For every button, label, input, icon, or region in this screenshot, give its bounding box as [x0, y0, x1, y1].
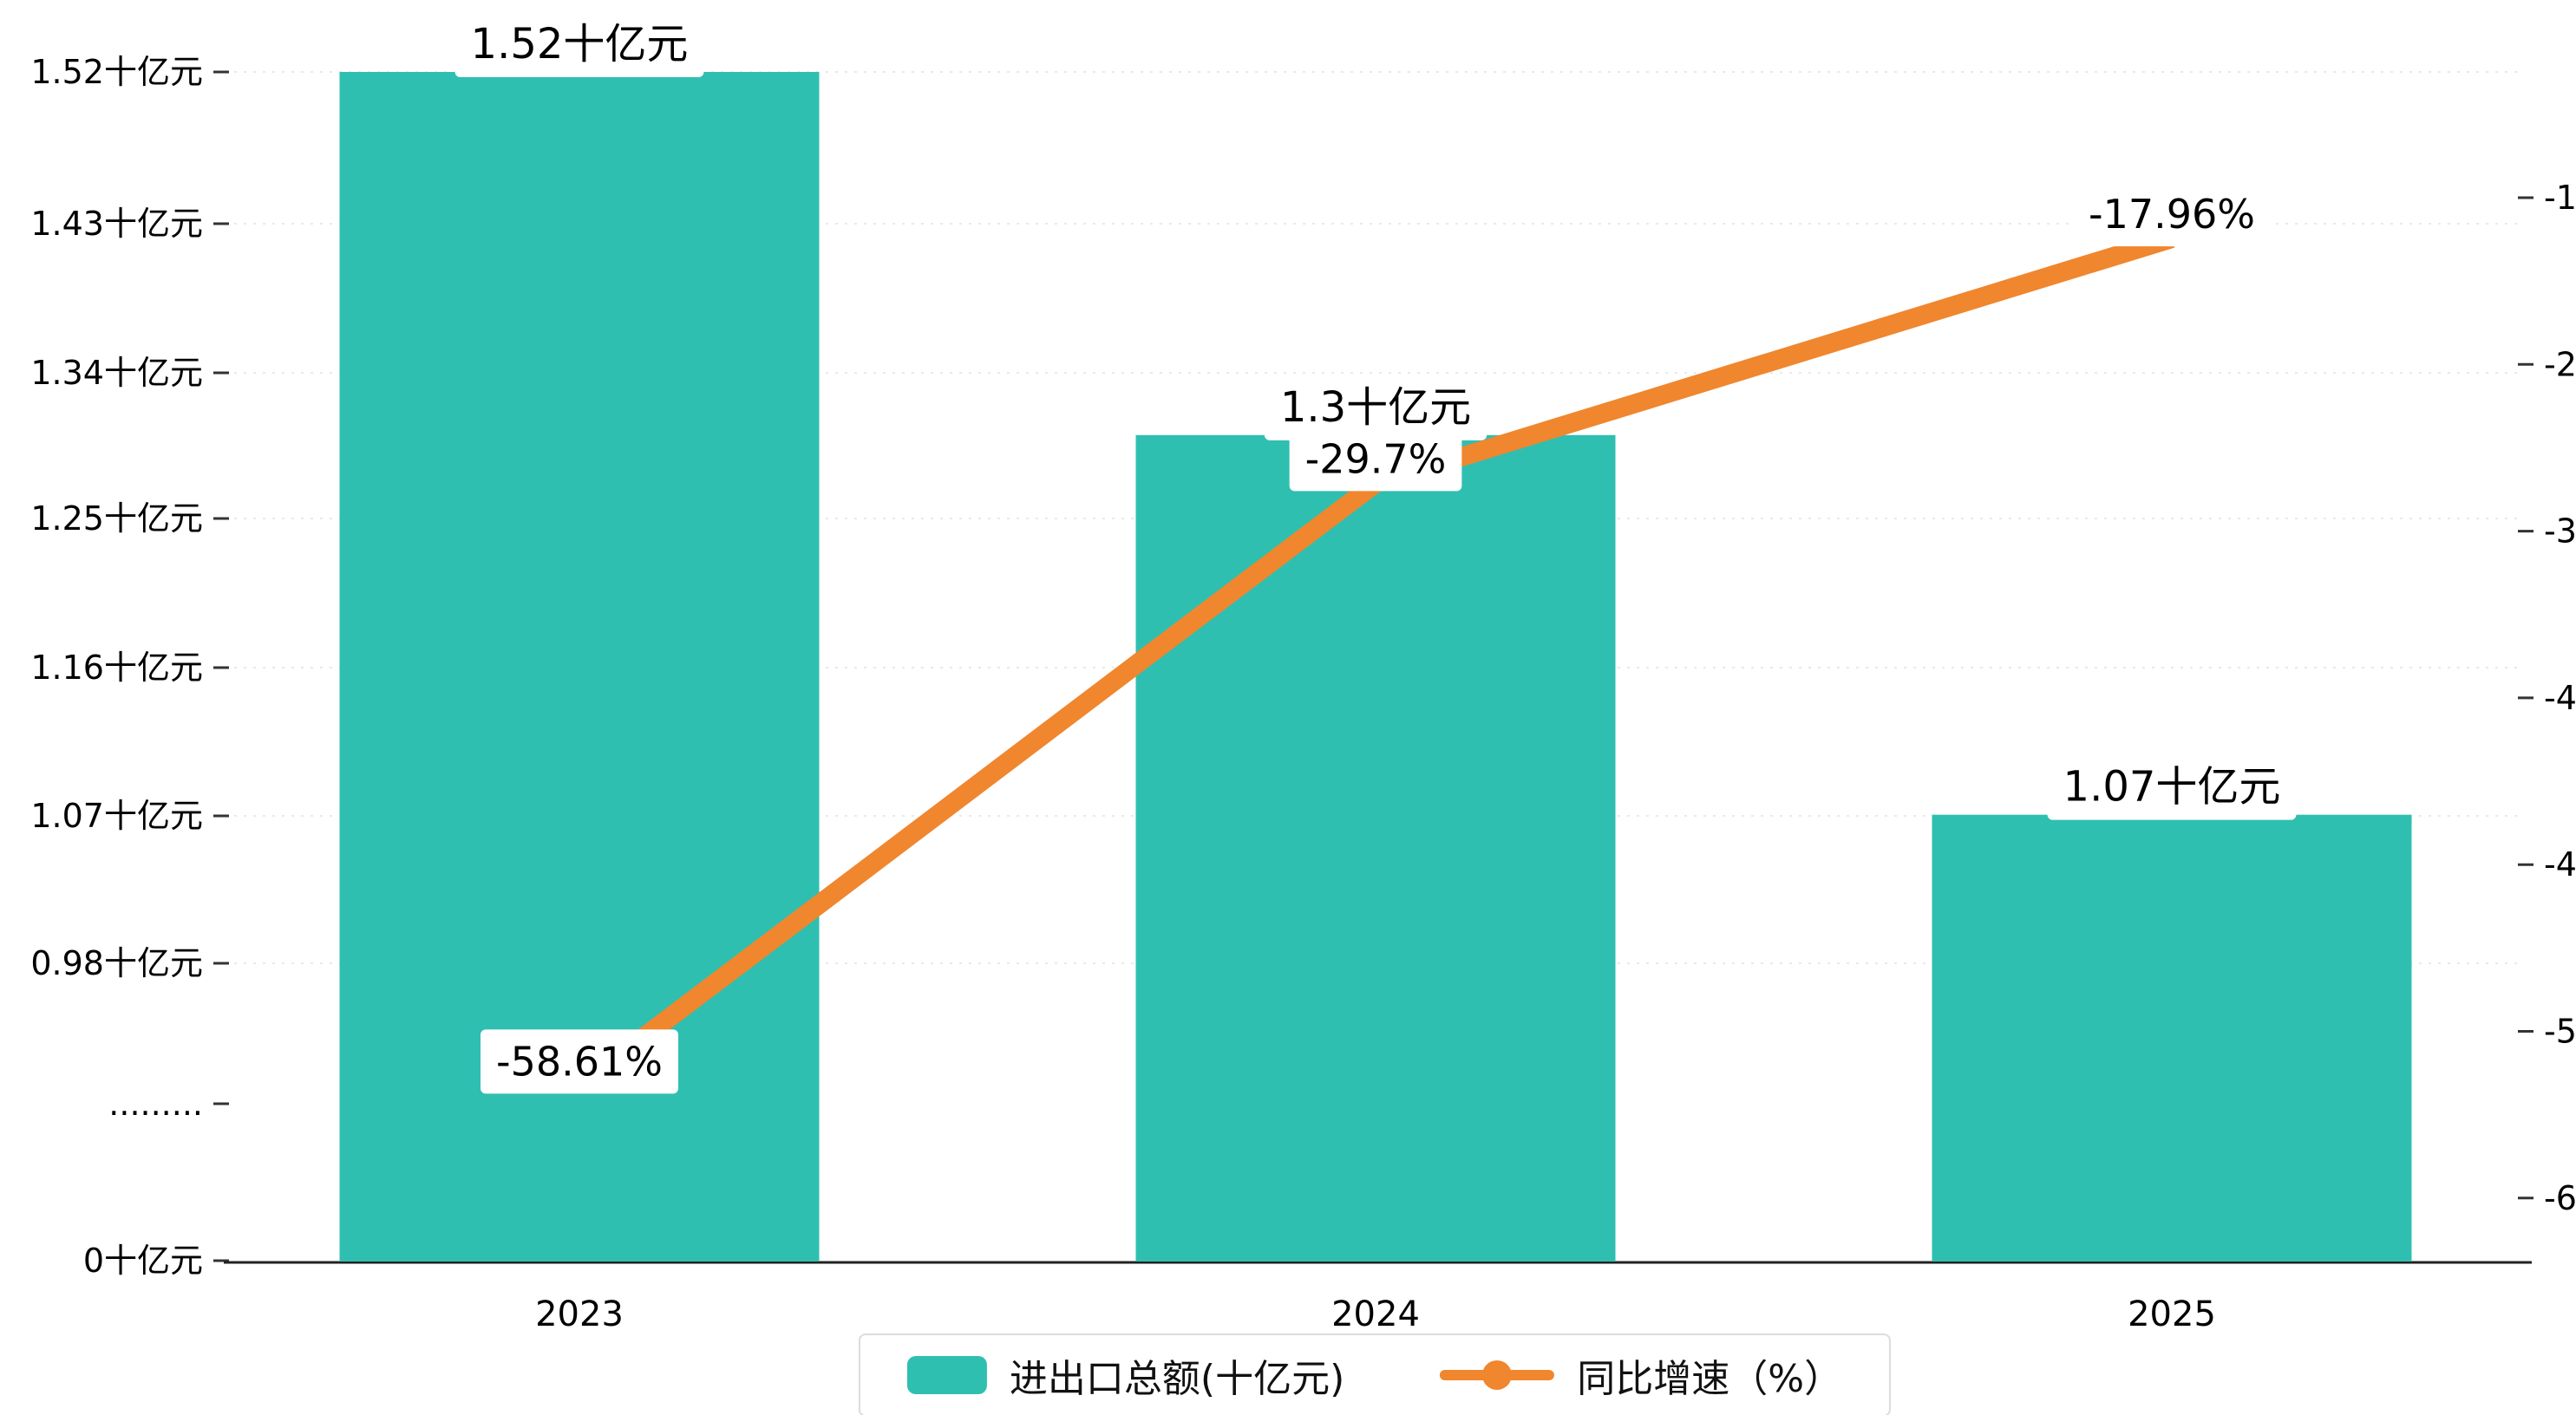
y-axis-label: 1.25十亿元 — [30, 499, 203, 538]
legend-item-line-series[interactable]: 同比增速（%） — [1440, 1347, 1842, 1403]
x-axis-label: 2023 — [535, 1294, 624, 1334]
legend: 进出口总额(十亿元) 同比增速（%） — [858, 1333, 1892, 1415]
legend-item-bar-series[interactable]: 进出口总额(十亿元) — [906, 1347, 1345, 1403]
line-value-label: -17.96% — [2089, 191, 2255, 238]
bar-value-label-bg — [2047, 753, 2297, 820]
bar-value-label-bg — [454, 11, 704, 78]
bar-2024[interactable] — [1135, 434, 1616, 1262]
bar-2025[interactable] — [1932, 814, 2412, 1262]
right-axis-label: -64 — [2544, 1179, 2576, 1217]
line-value-label: -29.7% — [1305, 435, 1447, 482]
y-axis-label: 1.16十亿元 — [30, 649, 203, 687]
right-axis-label: -24 — [2544, 345, 2576, 383]
right-axis-label: -48 — [2544, 845, 2576, 884]
line-value-label-bg — [1289, 427, 1462, 492]
y-axis-label: 1.07十亿元 — [30, 797, 203, 835]
line-value-label: -58.61% — [496, 1038, 663, 1085]
line-marker-dot — [1482, 1360, 1513, 1390]
y-axis-label: ......... — [108, 1085, 203, 1123]
x-axis-label: 2024 — [1331, 1294, 1420, 1334]
line-value-label-bg — [2073, 182, 2271, 247]
right-axis-label: -56 — [2544, 1013, 2576, 1051]
y-axis-label: 0.98十亿元 — [30, 944, 203, 982]
y-axis-label: 1.34十亿元 — [30, 354, 203, 392]
right-axis-label: -16 — [2544, 179, 2576, 217]
y-axis-label: 1.52十亿元 — [30, 53, 203, 91]
bar-value-label-bg — [1264, 374, 1487, 440]
bar-value-label: 1.52十亿元 — [471, 20, 689, 68]
right-axis-label: -32 — [2544, 512, 2576, 551]
legend-label-line-series: 同比增速（%） — [1577, 1357, 1843, 1401]
right-axis-label: -40 — [2544, 679, 2576, 717]
y-axis-label: 0十亿元 — [83, 1242, 203, 1280]
y-axis-label: 1.43十亿元 — [30, 205, 203, 243]
line-series-marker — [1440, 1356, 1555, 1394]
bar-value-label: 1.3十亿元 — [1280, 383, 1471, 432]
legend-label-bar-series: 进出口总额(十亿元) — [1009, 1357, 1345, 1401]
line-value-label-bg — [481, 1029, 678, 1094]
x-axis-label: 2025 — [2128, 1294, 2216, 1334]
bar-series-swatch — [906, 1356, 987, 1394]
bar-value-label: 1.07十亿元 — [2063, 763, 2281, 812]
